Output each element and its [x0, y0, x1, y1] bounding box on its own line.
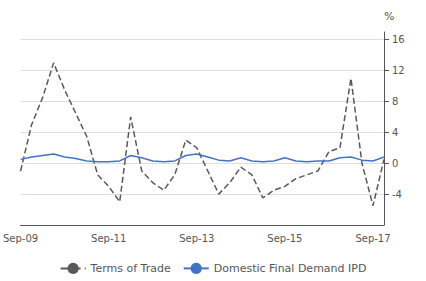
svg-text:8: 8 — [392, 96, 398, 107]
svg-text:Sep-09: Sep-09 — [3, 233, 38, 244]
svg-text:0: 0 — [392, 158, 398, 169]
svg-text:Terms of Trade: Terms of Trade — [90, 262, 171, 275]
svg-text:16: 16 — [392, 34, 405, 45]
svg-text:-4: -4 — [392, 189, 402, 200]
svg-text:Sep-13: Sep-13 — [179, 233, 214, 244]
svg-text:Sep-11: Sep-11 — [91, 233, 126, 244]
svg-text:4: 4 — [392, 127, 398, 138]
svg-text:Sep-15: Sep-15 — [267, 233, 302, 244]
svg-text:12: 12 — [392, 65, 405, 76]
svg-text:Domestic Final Demand IPD: Domestic Final Demand IPD — [214, 262, 367, 275]
svg-text:%: % — [384, 10, 394, 23]
svg-text:Sep-17: Sep-17 — [355, 233, 390, 244]
